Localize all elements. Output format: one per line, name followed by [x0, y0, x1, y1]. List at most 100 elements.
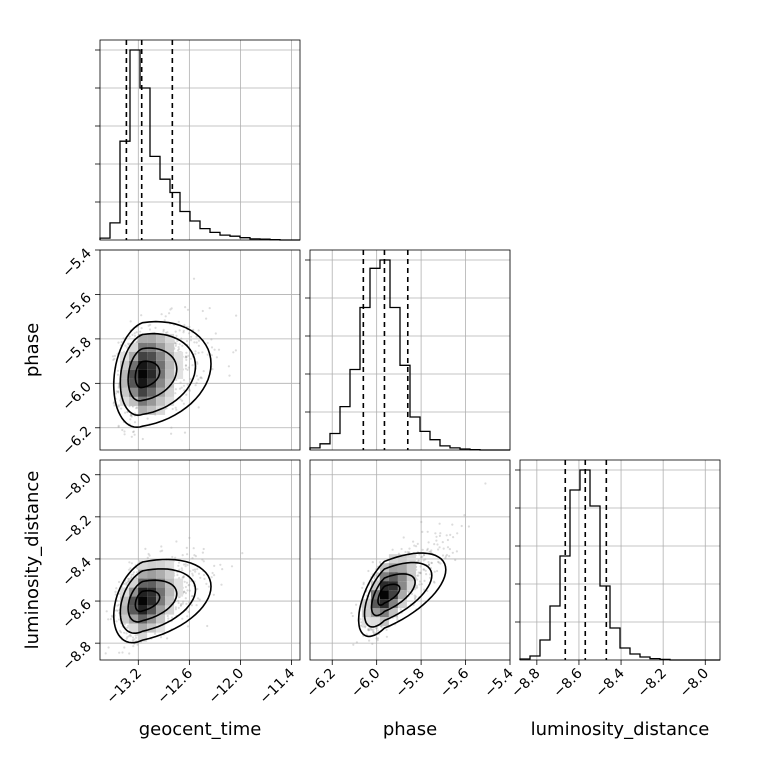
scatter-point: [415, 545, 418, 548]
scatter-point: [376, 639, 379, 642]
scatter-point: [181, 576, 184, 579]
scatter-point: [368, 639, 371, 642]
scatter-point: [376, 637, 380, 640]
scatter-point: [385, 635, 388, 638]
scatter-point: [399, 608, 402, 611]
scatter-point: [159, 636, 163, 639]
panel-frame: [519, 459, 721, 661]
contour-line: [119, 568, 197, 634]
panel-body: [111, 277, 238, 441]
scatter-point: [177, 564, 180, 567]
density-cell: [120, 614, 130, 624]
scatter-point: [445, 553, 448, 557]
scatter-point: [135, 636, 138, 639]
scatter-point: [185, 602, 188, 606]
scatter-point: [126, 411, 129, 414]
scatter-point: [132, 645, 135, 648]
scatter-point: [219, 563, 222, 566]
scatter-point: [117, 603, 120, 606]
scatter-point: [184, 364, 188, 367]
scatter-point: [177, 561, 181, 564]
density-cell: [156, 605, 166, 615]
contour-line: [370, 573, 416, 617]
scatter-point: [201, 551, 204, 554]
scatter-point: [117, 424, 120, 427]
scatter-point: [123, 631, 126, 634]
scatter-point: [391, 548, 394, 551]
x-tick-label-luminosity_distance: −8.8: [508, 666, 543, 701]
scatter-point: [444, 555, 447, 558]
scatter-point: [181, 554, 184, 557]
density-cell: [165, 360, 175, 370]
density-cell: [397, 563, 407, 573]
scatter-point: [127, 568, 131, 571]
hist-panel-luminosity_distance: [515, 459, 721, 661]
scatter-point: [183, 324, 186, 327]
scatter-point: [426, 589, 429, 593]
scatter-point: [189, 339, 193, 342]
hist-panel-geocent_time: [95, 39, 301, 241]
scatter-point: [130, 415, 133, 418]
scatter-point: [213, 348, 216, 351]
scatter-point: [187, 366, 190, 369]
scatter-point: [113, 404, 116, 407]
scatter-point: [433, 543, 436, 546]
scatter-point: [372, 628, 375, 631]
scatter-point: [181, 602, 184, 605]
scatter-point: [115, 587, 118, 590]
scatter-point: [135, 331, 138, 334]
scatter-point: [114, 593, 117, 596]
scatter-point: [132, 430, 135, 434]
scatter-point: [182, 384, 186, 387]
scatter-point: [197, 351, 200, 354]
scatter-point: [197, 572, 201, 575]
scatter-point: [207, 585, 211, 588]
scatter-point: [177, 596, 180, 599]
scatter-point: [435, 535, 438, 538]
scatter-point: [437, 548, 440, 551]
scatter-point: [196, 568, 199, 571]
scatter-point: [184, 565, 187, 568]
histogram-phase: [309, 259, 510, 451]
scatter-point: [186, 589, 189, 592]
scatter-point: [402, 536, 405, 539]
scatter-point: [206, 341, 209, 345]
panel-frame: [309, 459, 511, 661]
y-tick-label-phase: −6.2: [59, 423, 94, 458]
scatter-point: [404, 550, 407, 554]
scatter-point: [373, 575, 376, 579]
scatter-point: [125, 632, 128, 635]
density-cell: [129, 387, 139, 397]
scatter-point: [373, 577, 376, 580]
scatter-point: [182, 576, 185, 579]
scatter-point: [361, 586, 364, 590]
density-cell: [138, 387, 148, 397]
scatter-point: [432, 580, 436, 583]
scatter-point: [122, 582, 125, 586]
scatter-point: [182, 563, 185, 566]
scatter-point: [424, 569, 427, 572]
scatter-point: [419, 565, 422, 568]
contour-line: [127, 347, 178, 402]
scatter-point: [427, 564, 430, 567]
density-cell: [138, 614, 148, 624]
scatter-point: [433, 581, 436, 584]
scatter-point: [174, 406, 177, 409]
density-cell: [379, 590, 389, 600]
scatter-point: [186, 553, 189, 556]
x-tick-label-luminosity_distance: −8.2: [635, 666, 670, 701]
scatter-point: [148, 554, 151, 557]
scatter-point: [422, 559, 425, 562]
density-cell: [138, 351, 148, 361]
scatter-point: [123, 430, 126, 433]
scatter-point: [396, 618, 399, 621]
density-cell: [406, 563, 416, 573]
scatter-point: [166, 637, 169, 640]
density-cell: [388, 581, 398, 591]
scatter-point: [184, 563, 187, 566]
density-cell: [120, 605, 130, 615]
scatter-point: [113, 357, 116, 360]
scatter-point: [133, 638, 136, 641]
x-tick-label-geocent_time: −13.2: [103, 666, 145, 708]
scatter-point: [176, 349, 180, 352]
